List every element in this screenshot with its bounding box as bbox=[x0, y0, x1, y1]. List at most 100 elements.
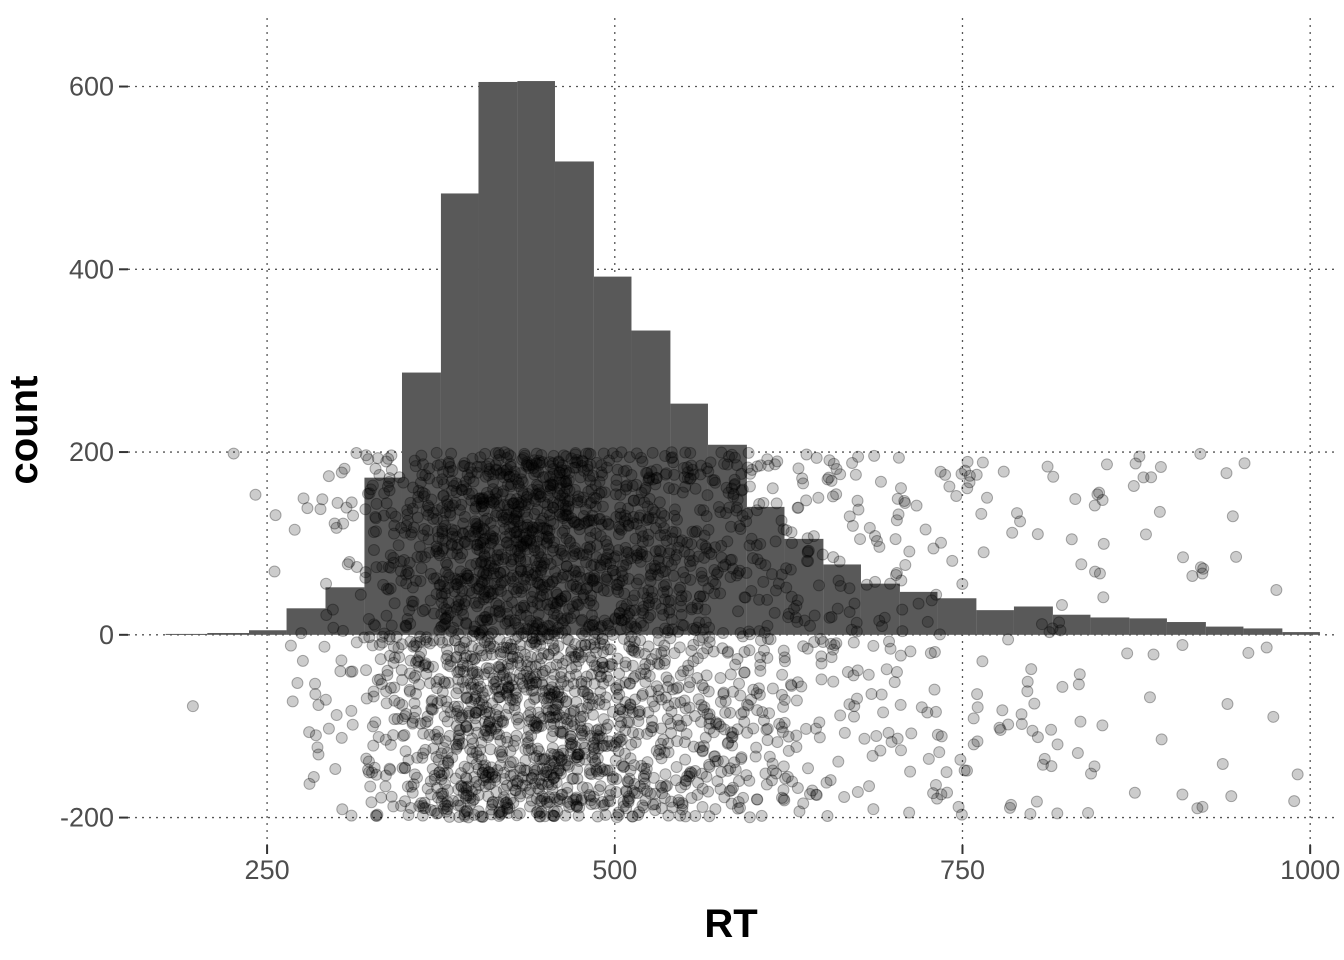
data-point bbox=[489, 770, 502, 783]
data-point bbox=[533, 456, 546, 469]
data-point bbox=[493, 499, 506, 512]
data-point bbox=[535, 777, 548, 790]
data-point bbox=[547, 449, 560, 462]
data-point bbox=[374, 673, 387, 686]
data-point bbox=[437, 478, 450, 491]
data-point bbox=[425, 493, 438, 506]
data-point bbox=[377, 578, 390, 591]
data-point bbox=[708, 563, 721, 576]
data-point bbox=[415, 550, 428, 563]
data-point bbox=[504, 460, 517, 473]
data-point bbox=[670, 761, 683, 774]
data-point bbox=[417, 529, 430, 542]
data-point bbox=[478, 514, 491, 527]
data-point bbox=[509, 784, 522, 797]
data-point bbox=[503, 470, 516, 483]
data-point bbox=[524, 800, 537, 813]
data-point bbox=[1011, 507, 1024, 520]
data-point bbox=[599, 573, 612, 586]
data-point bbox=[541, 480, 554, 493]
data-point bbox=[457, 459, 470, 472]
data-point bbox=[1097, 591, 1110, 604]
data-point bbox=[869, 575, 882, 588]
data-point bbox=[502, 511, 515, 524]
data-point bbox=[502, 448, 515, 461]
data-point bbox=[528, 671, 541, 684]
data-point bbox=[487, 468, 500, 481]
data-point bbox=[547, 575, 560, 588]
data-point bbox=[326, 603, 339, 616]
data-point bbox=[933, 628, 946, 641]
data-point bbox=[413, 650, 426, 663]
data-point bbox=[462, 762, 475, 775]
data-point bbox=[976, 456, 989, 469]
data-point bbox=[658, 654, 671, 667]
data-point bbox=[369, 716, 382, 729]
data-point bbox=[497, 464, 510, 477]
data-point bbox=[543, 524, 556, 537]
data-point bbox=[502, 662, 515, 675]
data-point bbox=[406, 599, 419, 612]
data-point bbox=[509, 510, 522, 523]
data-point bbox=[498, 666, 511, 679]
data-point bbox=[486, 796, 499, 809]
data-point bbox=[537, 560, 550, 573]
data-point bbox=[296, 654, 309, 667]
data-point bbox=[400, 577, 413, 590]
data-point bbox=[910, 499, 923, 512]
data-point bbox=[505, 555, 518, 568]
data-point bbox=[469, 719, 482, 732]
data-point bbox=[438, 778, 451, 791]
data-point bbox=[526, 678, 539, 691]
data-point bbox=[499, 574, 512, 587]
data-point bbox=[437, 787, 450, 800]
data-point bbox=[513, 807, 526, 820]
data-point bbox=[546, 711, 559, 724]
data-point bbox=[702, 685, 715, 698]
data-point bbox=[652, 553, 665, 566]
data-point bbox=[473, 492, 486, 505]
data-point bbox=[410, 636, 423, 649]
data-point bbox=[510, 493, 523, 506]
data-point bbox=[507, 469, 520, 482]
data-point bbox=[627, 644, 640, 657]
data-point bbox=[510, 809, 523, 822]
data-point bbox=[925, 594, 938, 607]
data-point bbox=[444, 706, 457, 719]
data-point bbox=[508, 526, 521, 539]
data-point bbox=[489, 676, 502, 689]
data-point bbox=[441, 658, 454, 671]
data-point bbox=[473, 583, 486, 596]
data-point bbox=[761, 593, 774, 606]
data-point bbox=[602, 794, 615, 807]
data-point bbox=[543, 456, 556, 469]
data-point bbox=[483, 546, 496, 559]
data-point bbox=[1002, 633, 1015, 646]
data-point bbox=[416, 809, 429, 822]
data-point bbox=[510, 534, 523, 547]
data-point bbox=[821, 473, 834, 486]
data-point bbox=[432, 547, 445, 560]
data-point bbox=[431, 791, 444, 804]
data-point bbox=[490, 464, 503, 477]
data-point bbox=[808, 609, 821, 622]
data-point bbox=[536, 669, 549, 682]
data-point bbox=[542, 632, 555, 645]
data-point bbox=[520, 527, 533, 540]
data-point bbox=[371, 808, 384, 821]
data-point bbox=[665, 613, 678, 626]
data-point bbox=[514, 764, 527, 777]
data-point bbox=[878, 611, 891, 624]
data-point bbox=[473, 565, 486, 578]
data-point bbox=[610, 473, 623, 486]
data-point bbox=[368, 761, 381, 774]
data-point bbox=[500, 731, 513, 744]
data-point bbox=[490, 675, 503, 688]
data-point bbox=[464, 559, 477, 572]
data-point bbox=[469, 706, 482, 719]
data-point bbox=[427, 512, 440, 525]
data-point bbox=[473, 520, 486, 533]
data-point bbox=[452, 729, 465, 742]
data-point bbox=[520, 683, 533, 696]
data-point bbox=[483, 465, 496, 478]
